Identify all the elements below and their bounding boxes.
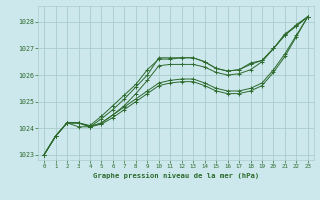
X-axis label: Graphe pression niveau de la mer (hPa): Graphe pression niveau de la mer (hPa) — [93, 172, 259, 179]
